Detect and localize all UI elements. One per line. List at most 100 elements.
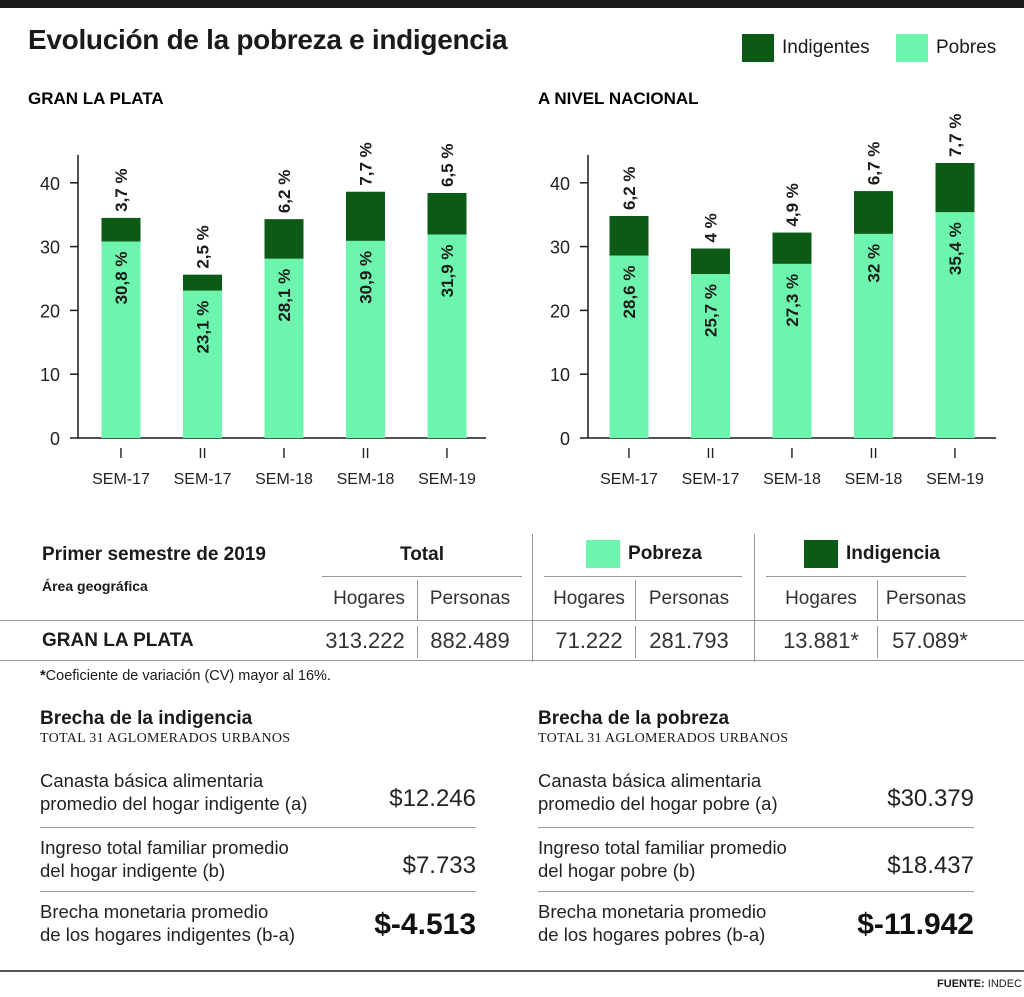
data-label-indigentes: 4,9 % [783,183,802,226]
cell-pobreza-hogares: 71.222 [555,628,623,653]
x-tick-label-semester: I [119,445,123,462]
x-tick-label: SEM-17 [682,471,740,488]
col-divider [635,626,636,658]
gap-row-line: de los hogares indigentes (b-a) [40,924,296,945]
x-tick-label: SEM-17 [600,471,658,488]
y-tick-label: 0 [50,429,60,449]
data-label-indigentes: 6,2 % [620,166,639,209]
data-label-indigentes: 7,7 % [357,142,376,185]
footnote-text: Coeficiente de variación (CV) mayor al 1… [45,668,331,684]
bar-indigentes [183,274,222,291]
x-tick-label: SEM-18 [763,471,821,488]
source-note: FUENTE: INDEC [937,978,1022,990]
bar-pobres [427,234,467,438]
x-tick-label-semester: II [198,445,206,462]
data-label-indigentes: 4 % [702,213,721,242]
x-tick-label: SEM-17 [92,471,150,488]
gap-pobreza-subtitle: TOTAL 31 AGLOMERADOS URBANOS [538,731,789,746]
x-tick-label-semester: II [706,445,714,462]
row-rule [0,660,1024,661]
col-divider [417,580,418,620]
gap-row-line: promedio del hogar indigente (a) [40,793,308,814]
bar-pobres [854,233,893,438]
y-tick-label: 40 [550,174,570,194]
cell-total-personas: 882.489 [430,628,510,653]
x-tick-label-semester: I [790,445,794,462]
header-rule [0,620,1024,621]
gap-pobreza: Brecha de la pobreza TOTAL 31 AGLOMERADO… [538,708,974,956]
gap-indigencia: Brecha de la indigencia TOTAL 31 AGLOMER… [40,708,476,956]
x-tick-label-semester: I [282,445,286,462]
data-label-pobres: 28,6 % [620,266,639,319]
data-label-indigentes: 7,7 % [946,114,965,157]
gap-row-label: Ingreso total familiar promedio del hogar… [538,836,974,882]
data-label-indigentes: 3,7 % [112,168,131,211]
area-label: Área geográfica [42,578,148,594]
legend-swatch-indigentes [742,34,774,62]
col-divider [877,626,878,658]
gap-row-value: $7.733 [402,852,476,879]
gap-row-value: $18.437 [887,852,974,879]
col-pobreza-personas: Personas [648,588,730,609]
legend-label-pobres: Pobres [936,37,997,58]
col-pobreza-hogares: Hogares [553,588,625,609]
gap-row: Brecha monetaria promedio de los hogares … [40,892,476,956]
bar-indigentes [691,248,730,275]
gap-row-label: Ingreso total familiar promedio del hogar… [40,836,476,882]
chart-gran-la-plata: GRAN LA PLATA 0 10 20 30 40 30,8 % 3,7 % I SEM-17… [28,89,486,488]
gap-row-value-total: $-11.942 [857,908,974,941]
data-label-pobres: 25,7 % [702,284,721,337]
gap-row-value: $30.379 [887,785,974,812]
x-tick-label: SEM-18 [337,471,395,488]
group-rule [544,576,742,577]
col-indigencia-hogares: Hogares [785,588,857,609]
gap-row: Ingreso total familiar promedio del hogar… [40,828,476,892]
data-label-pobres: 32 % [865,244,884,283]
semester-table: Primer semestre de 2019 Área geográfica … [0,530,1024,690]
group-rule [766,576,966,577]
cell-total-hogares: 313.222 [325,628,405,653]
data-label-indigentes: 6,7 % [865,142,884,185]
page-title: Evolución de la pobreza e indigencia [28,24,508,55]
bar-indigentes [101,217,141,242]
legend-swatch-pobres [896,34,928,62]
gap-pobreza-title: Brecha de la pobreza [538,708,730,729]
group-rule [322,576,522,577]
gap-row-value: $12.246 [389,785,476,812]
gap-row: Ingreso total familiar promedio del hogar… [538,828,974,892]
legend-pobres: Pobres [896,34,996,62]
footnote-mark: * [40,668,46,684]
source-value: INDEC [987,978,1022,990]
gap-row-label: Brecha monetaria promedio de los hogares … [40,900,476,946]
col-indigencia-personas: Personas [885,588,967,609]
charts-area: GRAN LA PLATA 0 10 20 30 40 30,8 % 3,7 % I SEM-17… [28,89,996,488]
gap-row: Canasta básica alimentaria promedio del h… [538,769,974,828]
footer-rule [0,970,1024,972]
bar-pobres [935,212,975,438]
x-tick-label: SEM-18 [845,471,903,488]
gap-row-label: Canasta básica alimentaria promedio del h… [538,769,974,815]
x-tick-label: SEM-19 [926,471,984,488]
gap-row-label: Brecha monetaria promedio de los hogares … [538,900,974,946]
y-tick-label: 20 [550,301,570,321]
gap-row-line: del hogar indigente (b) [40,860,226,881]
y-tick-label: 20 [40,301,60,321]
bar-pobres [609,255,649,438]
bar-indigentes [935,163,975,213]
group-total: Total [400,544,444,565]
bar-indigentes [427,193,467,235]
data-label-indigentes: 6,2 % [275,170,294,213]
gap-row-line: del hogar pobre (b) [538,860,696,881]
gap-row: Brecha monetaria promedio de los hogares … [538,892,974,956]
x-tick-label: SEM-17 [174,471,232,488]
x-tick-label-semester: II [361,445,369,462]
legend-label-indigentes: Indigentes [782,37,870,58]
data-label-indigentes: 2,5 % [194,225,213,268]
y-tick-label: 10 [40,365,60,385]
bar-indigentes [772,232,812,264]
data-label-pobres: 31,9 % [438,244,457,297]
chart-title: A NIVEL NACIONAL [538,89,699,108]
bar-indigentes [346,191,385,241]
x-tick-label-semester: II [869,445,877,462]
gap-row-line: de los hogares pobres (b-a) [538,924,766,945]
